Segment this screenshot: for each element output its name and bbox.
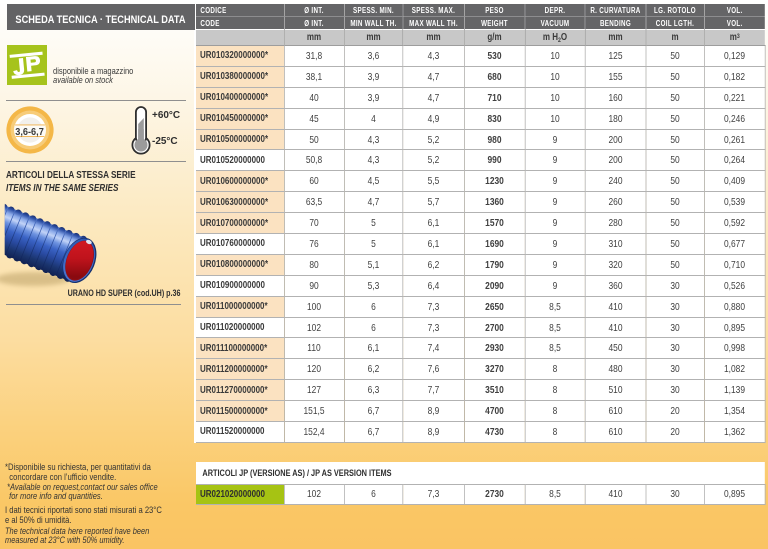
svg-text:3,6-6,7: 3,6-6,7 xyxy=(15,127,44,139)
